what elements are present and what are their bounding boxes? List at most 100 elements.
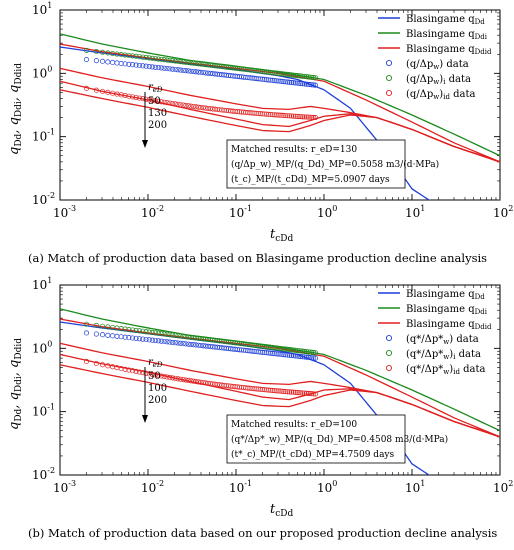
data-point xyxy=(294,353,300,359)
data-point xyxy=(149,337,155,343)
data-point xyxy=(178,102,184,108)
data-point xyxy=(305,349,311,355)
data-point xyxy=(175,333,181,339)
data-point xyxy=(105,363,111,369)
data-point xyxy=(312,355,319,361)
data-point xyxy=(180,67,186,73)
data-point xyxy=(263,111,269,117)
data-point xyxy=(152,98,158,104)
data-point xyxy=(305,390,311,396)
data-point xyxy=(305,114,311,120)
data-point xyxy=(126,335,132,341)
data-point xyxy=(303,354,309,360)
data-point xyxy=(172,332,178,338)
data-point xyxy=(155,65,161,71)
legend: Blasingame qDd Blasingame qDdi Blasingame … xyxy=(378,289,492,376)
data-point xyxy=(185,377,191,384)
data-point xyxy=(164,374,170,380)
data-point xyxy=(303,114,309,120)
reD-value: 200 xyxy=(148,120,167,131)
data-point xyxy=(93,360,99,367)
data-point xyxy=(277,388,283,394)
data-point xyxy=(311,355,317,361)
data-point xyxy=(290,353,296,359)
data-point xyxy=(288,389,295,395)
legend-entry: Blasingame qDd xyxy=(406,14,485,26)
data-point xyxy=(178,67,184,73)
reD-value: 200 xyxy=(148,395,167,406)
data-point xyxy=(122,52,128,58)
data-point xyxy=(143,96,149,102)
data-point xyxy=(300,81,306,87)
y-tick-label: 100 xyxy=(32,339,52,355)
data-point xyxy=(170,339,176,345)
data-point xyxy=(178,376,184,382)
reD-label: reD xyxy=(148,82,163,94)
data-point xyxy=(164,57,170,63)
data-point xyxy=(281,79,287,85)
x-tick-label: 10-3 xyxy=(53,204,76,220)
data-point xyxy=(298,390,304,396)
data-point xyxy=(288,113,295,119)
data-point xyxy=(180,59,186,65)
annotation-line: Matched results: r_eD=100 xyxy=(231,420,357,430)
data-point xyxy=(269,112,275,118)
data-point xyxy=(136,95,143,101)
legend: Blasingame qDd Blasingame qDdi Blasingame … xyxy=(378,14,492,101)
data-point xyxy=(195,335,201,341)
data-point xyxy=(93,331,99,337)
data-point xyxy=(198,342,204,349)
data-point xyxy=(118,92,124,98)
data-point xyxy=(302,390,308,396)
data-point xyxy=(83,85,90,91)
data-point xyxy=(283,113,289,119)
data-point xyxy=(167,100,173,106)
reD-value: 100 xyxy=(148,383,167,394)
data-point xyxy=(146,97,152,103)
data-point xyxy=(312,391,319,397)
data-point xyxy=(167,374,173,381)
data-point xyxy=(161,99,167,105)
data-point xyxy=(311,350,317,356)
series-line-6 xyxy=(60,89,500,163)
data-point xyxy=(296,113,302,120)
data-point xyxy=(307,82,313,88)
data-point xyxy=(161,338,167,345)
data-point xyxy=(193,69,199,75)
data-point xyxy=(183,102,189,109)
data-point xyxy=(271,345,277,351)
data-point xyxy=(281,388,287,394)
data-point xyxy=(292,389,298,395)
data-point xyxy=(311,114,317,121)
data-point xyxy=(164,100,170,106)
data-point xyxy=(198,61,204,67)
data-point xyxy=(155,338,161,344)
data-point xyxy=(118,334,124,340)
data-point xyxy=(294,347,300,354)
data-point xyxy=(158,373,164,379)
y-axis-label: qDd, qDdi, qDdid xyxy=(7,63,24,155)
data-point xyxy=(152,372,158,378)
data-point xyxy=(302,81,308,87)
data-point xyxy=(261,349,267,356)
data-point xyxy=(190,342,196,348)
data-point xyxy=(203,70,209,76)
data-point xyxy=(129,335,136,341)
chart-panel-a: 10-3 10-2 10-1 100 101 10210-210-1100101Blasi… xyxy=(7,1,513,265)
data-point xyxy=(122,334,128,340)
data-point xyxy=(302,73,308,80)
x-tick-label: 102 xyxy=(493,479,513,495)
data-point xyxy=(203,343,209,349)
data-point xyxy=(140,336,146,342)
data-point xyxy=(172,58,178,64)
data-point xyxy=(305,81,311,87)
data-point xyxy=(183,377,189,383)
data-point xyxy=(309,74,315,80)
data-point xyxy=(281,346,287,352)
data-point xyxy=(158,56,164,62)
data-point xyxy=(188,378,194,384)
data-point xyxy=(285,71,291,78)
data-point xyxy=(296,348,302,354)
x-tick-label: 10-1 xyxy=(229,479,252,495)
data-point xyxy=(172,101,178,107)
